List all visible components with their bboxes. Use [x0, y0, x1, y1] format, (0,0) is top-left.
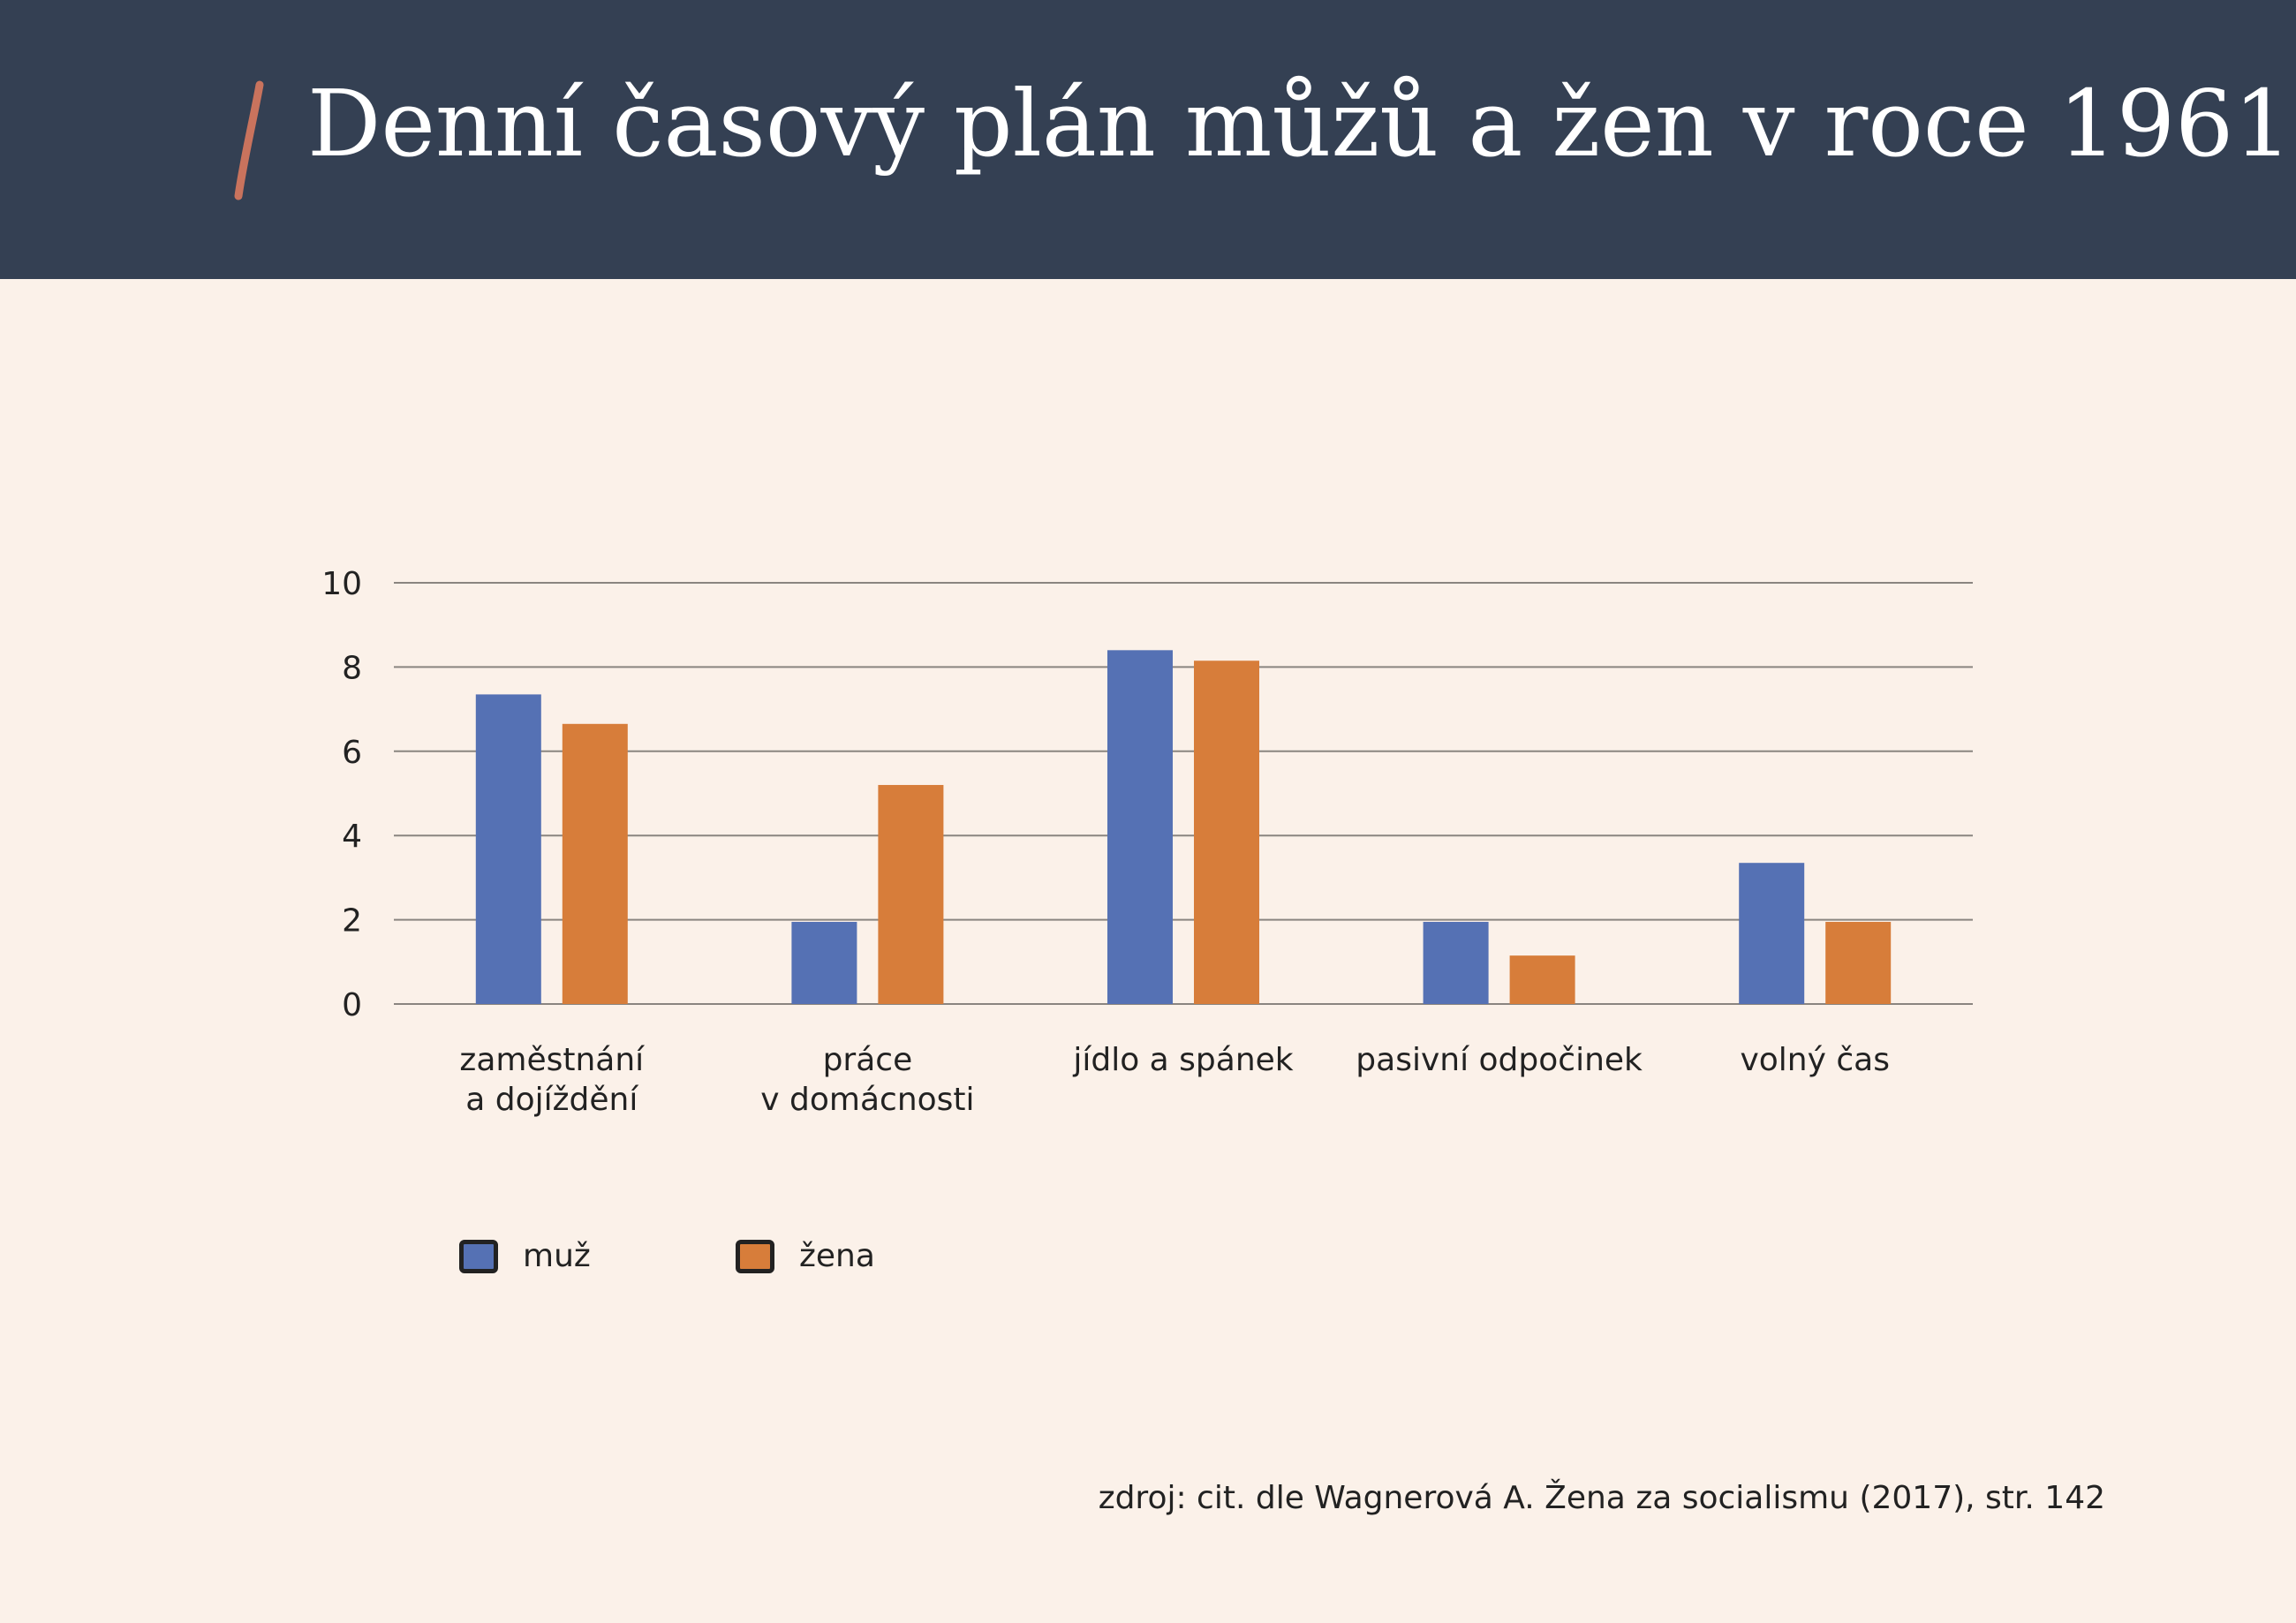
- bar-zena: [1194, 661, 1259, 1004]
- bar-zena: [1825, 921, 1892, 1004]
- bar-zena: [562, 723, 628, 1004]
- legend-swatch-zena: [736, 1239, 774, 1273]
- legend-label-zena: žena: [799, 1238, 875, 1274]
- x-tick-label: pasivní odpočinek: [1356, 1042, 1643, 1078]
- page-title: Denní časový plán můžů a žen v roce 1961: [307, 70, 2292, 177]
- bar-zena: [878, 784, 944, 1004]
- source-note: zdroj: cit. dle Wagnerová A. Žena za soc…: [1098, 1480, 2105, 1516]
- bar-muz: [475, 694, 541, 1004]
- x-axis-ticks: zaměstnání a dojíždění práce v domácnosti jí…: [459, 1042, 1890, 1118]
- bar-zena: [1509, 955, 1575, 1004]
- y-tick-label: 6: [342, 735, 362, 771]
- x-tick-label: a dojíždění: [465, 1082, 638, 1118]
- y-axis-ticks: 0 2 4 6 8 10: [321, 566, 362, 1023]
- x-tick-label: v domácnosti: [760, 1082, 974, 1118]
- bar-muz: [791, 921, 857, 1004]
- legend-item-muz: muž: [459, 1238, 591, 1274]
- chart-gridlines: [394, 582, 1973, 1005]
- chart-bars: [475, 650, 1892, 1004]
- bar-muz: [1423, 921, 1489, 1004]
- y-tick-label: 2: [342, 903, 362, 940]
- bar-muz: [1739, 863, 1805, 1004]
- legend-label-muz: muž: [523, 1238, 591, 1274]
- x-tick-label: volný čas: [1740, 1042, 1890, 1078]
- x-tick-label: práce: [823, 1042, 913, 1078]
- brush-stroke-icon: [234, 80, 264, 200]
- x-tick-label: zaměstnání: [459, 1042, 645, 1078]
- header-banner: Denní časový plán můžů a žen v roce 1961: [0, 0, 2296, 279]
- y-tick-label: 10: [321, 566, 362, 602]
- legend-item-zena: žena: [736, 1238, 875, 1274]
- bar-muz: [1107, 650, 1173, 1004]
- y-tick-label: 0: [342, 987, 362, 1023]
- x-tick-label: jídlo a spánek: [1072, 1042, 1293, 1078]
- legend-swatch-muz: [459, 1239, 498, 1273]
- y-tick-label: 4: [342, 819, 362, 855]
- y-tick-label: 8: [342, 650, 362, 686]
